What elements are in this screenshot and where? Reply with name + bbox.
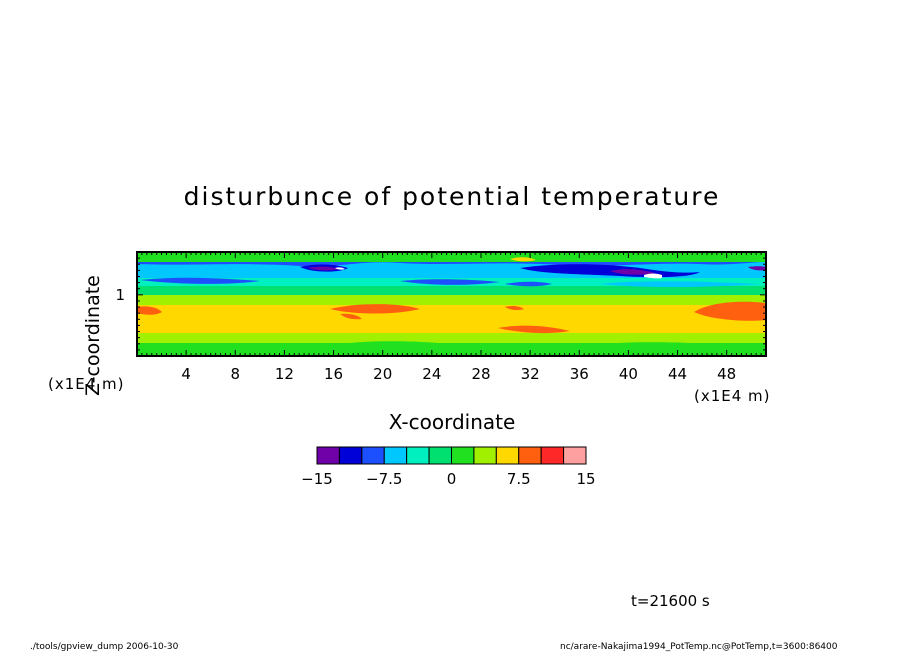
warm-blob [137, 306, 162, 315]
warm-blob [498, 325, 570, 334]
band-lightgreen [137, 295, 766, 306]
colorbar-swatch [361, 446, 385, 465]
x-tick-label: 44 [668, 365, 687, 383]
colorbar-swatch [316, 446, 340, 465]
colorbar-swatch [451, 446, 475, 465]
x-axis-unit: (x1E4 m) [694, 387, 771, 405]
y-axis-unit: (x1E4 m) [48, 375, 125, 393]
colorbar-swatch [563, 446, 587, 465]
footer-left: ./tools/gpview_dump 2006-10-30 [30, 642, 179, 652]
footer-right: nc/arare-Nakajima1994_PotTemp.nc@PotTemp… [560, 642, 838, 652]
colorbar-tick-label: 0 [447, 470, 457, 488]
colorbar-labels: −15 −7.5 0 7.5 15 [301, 470, 595, 488]
warm-blob [694, 301, 766, 321]
cold-blob [748, 266, 766, 271]
band-top [137, 252, 766, 263]
cold-blob [308, 266, 340, 271]
colorbar-tick-label: 15 [576, 470, 595, 488]
x-tick-label: 12 [275, 365, 294, 383]
x-tick-label: 32 [521, 365, 540, 383]
white-spot [644, 273, 662, 279]
warm-blob [330, 304, 420, 314]
warm-blob [510, 257, 536, 262]
colorbar-swatch [473, 446, 497, 465]
x-ticks: 4 8 12 16 20 24 28 32 36 40 44 48 [141, 252, 767, 383]
time-annotation: t=21600 s [631, 592, 710, 610]
x-tick-label: 40 [619, 365, 638, 383]
colorbar-swatch [338, 446, 363, 465]
cold-blob [400, 279, 500, 285]
colorbar-tick-label: −7.5 [366, 470, 402, 488]
colorbar-swatch [406, 446, 430, 465]
x-axis-label: X-coordinate [388, 410, 516, 434]
x-tick-label: 48 [717, 365, 736, 383]
warm-blob [340, 313, 362, 320]
y-ticks: 1 [115, 257, 766, 351]
y-tick-label: 1 [115, 286, 125, 304]
colorbar-swatch [428, 446, 453, 465]
x-tick-label: 36 [570, 365, 589, 383]
colorbar-swatch [495, 446, 520, 465]
colorbar [316, 446, 587, 465]
x-tick-label: 8 [231, 365, 241, 383]
chart-title: disturbunce of potential temperature [183, 182, 721, 211]
band-bottom-green [137, 343, 766, 356]
band-yellow [137, 305, 766, 334]
x-tick-label: 20 [373, 365, 392, 383]
cool-blob [350, 341, 450, 347]
cool-blob [600, 342, 720, 348]
cold-blob [505, 281, 552, 287]
colorbar-tick-label: 7.5 [507, 470, 531, 488]
colorbar-swatch [383, 446, 408, 465]
band-cyan [137, 270, 766, 279]
x-tick-label: 16 [324, 365, 343, 383]
cold-blob [600, 281, 760, 287]
cold-blob [140, 277, 260, 284]
x-tick-label: 28 [471, 365, 490, 383]
cold-blob [610, 269, 655, 275]
x-tick-label: 4 [181, 365, 191, 383]
band-green [137, 286, 766, 296]
band-lower-lightgreen [137, 333, 766, 344]
colorbar-swatch [540, 446, 565, 465]
colorbar-swatch [518, 446, 542, 465]
x-tick-label: 24 [422, 365, 441, 383]
heatmap-field [137, 252, 766, 356]
warm-blob [505, 305, 524, 311]
colorbar-tick-label: −15 [301, 470, 333, 488]
white-spot [335, 267, 345, 270]
